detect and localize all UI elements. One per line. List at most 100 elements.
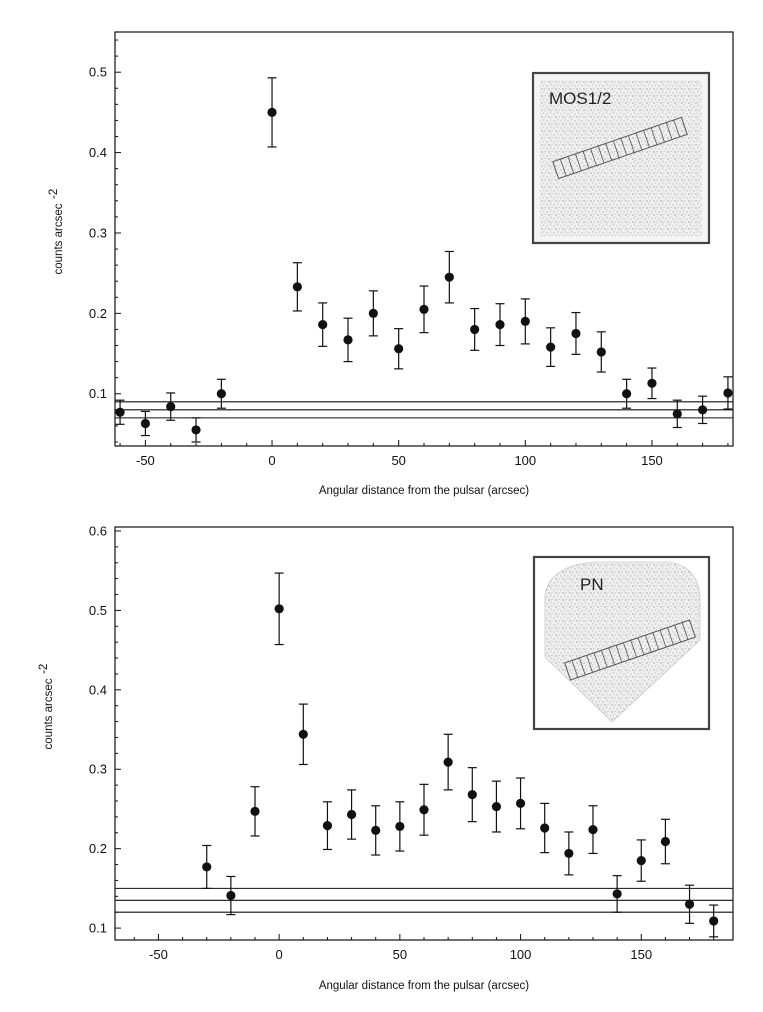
data-point [588, 825, 598, 835]
extraction-strip-division [665, 122, 673, 140]
data-point [491, 801, 502, 812]
extraction-box-strip [552, 116, 688, 180]
extraction-strip-outline [552, 116, 688, 180]
y-tick-label: 0.3 [89, 762, 107, 777]
extraction-strip-division [605, 143, 612, 161]
y-axis-label-group: counts arcsec -2 [48, 189, 65, 275]
y-tick-label: 0.4 [89, 682, 107, 697]
data-point [115, 407, 125, 417]
data-point [140, 418, 150, 429]
data-point [443, 757, 453, 767]
y-axis-label: counts arcsec [43, 678, 55, 749]
extraction-strip-division [630, 640, 637, 658]
data-point [191, 425, 201, 435]
inset-image: PN [532, 555, 711, 731]
data-point [470, 324, 480, 335]
data-point [250, 806, 260, 816]
data-point [571, 328, 581, 339]
data-point [564, 848, 574, 859]
inset-detector-field [544, 561, 701, 723]
data-point [267, 107, 277, 117]
data-point [672, 409, 682, 419]
inset-noise [540, 80, 702, 236]
extraction-strip-division [586, 655, 593, 673]
extraction-strip-division [575, 153, 582, 171]
extraction-strip-division [674, 624, 682, 643]
y-tick-label: 0.6 [89, 523, 107, 538]
y-axis-label-exponent: -2 [38, 664, 50, 674]
data-point [596, 347, 606, 357]
data-point [368, 308, 378, 318]
x-tick-label: 0 [276, 947, 283, 962]
extraction-strip-division [590, 148, 597, 166]
x-tick-label: -50 [149, 947, 168, 962]
data-point [540, 823, 550, 833]
x-tick-label: 100 [514, 453, 536, 468]
data-point [395, 821, 405, 832]
extraction-strip-division [559, 158, 567, 177]
extraction-box-strip [564, 619, 696, 681]
y-axis-label: counts arcsec [53, 203, 65, 274]
y-tick-label: 0.5 [89, 603, 107, 618]
extraction-strip-division [600, 650, 608, 668]
inset-label: MOS1/2 [549, 89, 611, 108]
data-point [166, 402, 176, 412]
extraction-strip-division [597, 145, 605, 164]
data-point [371, 825, 381, 835]
y-tick-label: 0.1 [89, 921, 107, 936]
extraction-strip-division [571, 660, 579, 678]
data-point [346, 809, 357, 820]
data-point [709, 916, 719, 926]
extraction-strip-division [628, 135, 635, 153]
inset-label: PN [580, 575, 604, 594]
extraction-strip-division [578, 657, 586, 676]
data-point [698, 405, 708, 415]
x-axis-label: Angular distance from the pulsar (arcsec… [319, 485, 529, 497]
data-point [322, 821, 333, 831]
panel-mos: -50 0 50 100 150 0.1 0.2 0.3 0.4 0.5 Angular dist… [48, 31, 734, 497]
data-point [318, 320, 328, 330]
plot-layer: -50 0 50 100 150 0.1 0.2 0.3 0.4 0.5 0.6 [89, 523, 733, 962]
x-tick-label: -50 [136, 453, 155, 468]
data-point [723, 388, 733, 398]
extraction-strip-division [652, 632, 660, 650]
extraction-strip-division [635, 132, 643, 151]
x-tick-label: 150 [641, 453, 663, 468]
extraction-strip-division [659, 629, 667, 648]
data-point [298, 729, 308, 739]
data-point [612, 889, 622, 899]
extraction-strip-division [567, 156, 575, 174]
extraction-strip-division [612, 140, 620, 158]
extraction-strip-division [615, 645, 623, 663]
data-point [216, 389, 226, 399]
extraction-strip-division [650, 127, 658, 145]
data-point [636, 855, 646, 866]
data-point [520, 316, 530, 326]
data-point [274, 604, 284, 614]
y-axis-label-group: counts arcsec -2 [38, 664, 55, 750]
data-point [444, 272, 454, 282]
extraction-strip-division [582, 151, 590, 169]
extraction-strip-divisions [559, 119, 681, 177]
extraction-strip-division [608, 647, 615, 665]
x-tick-label: 50 [391, 453, 405, 468]
panel-pn: -50 0 50 100 150 0.1 0.2 0.3 0.4 0.5 0.6 Angular d… [38, 523, 734, 992]
extraction-strip-division [658, 125, 665, 143]
y-tick-label: 0.4 [89, 145, 107, 160]
data-point [647, 378, 657, 388]
y-axis-label-exponent: -2 [48, 189, 60, 199]
x-axis-label: Angular distance from the pulsar (arcsec… [319, 980, 529, 992]
y-tick-label: 0.3 [89, 225, 107, 240]
extraction-strip-division [623, 642, 630, 660]
data-point [467, 790, 477, 800]
extraction-strip-divisions [571, 622, 689, 678]
data-point [546, 342, 556, 352]
extraction-strip-outline [564, 619, 696, 681]
extraction-strip-division [593, 652, 601, 671]
data-point [515, 798, 526, 808]
extraction-strip-division [667, 627, 674, 645]
extraction-strip-division [643, 130, 650, 148]
y-tick-label: 0.5 [89, 65, 107, 80]
extraction-strip-division [620, 138, 628, 156]
